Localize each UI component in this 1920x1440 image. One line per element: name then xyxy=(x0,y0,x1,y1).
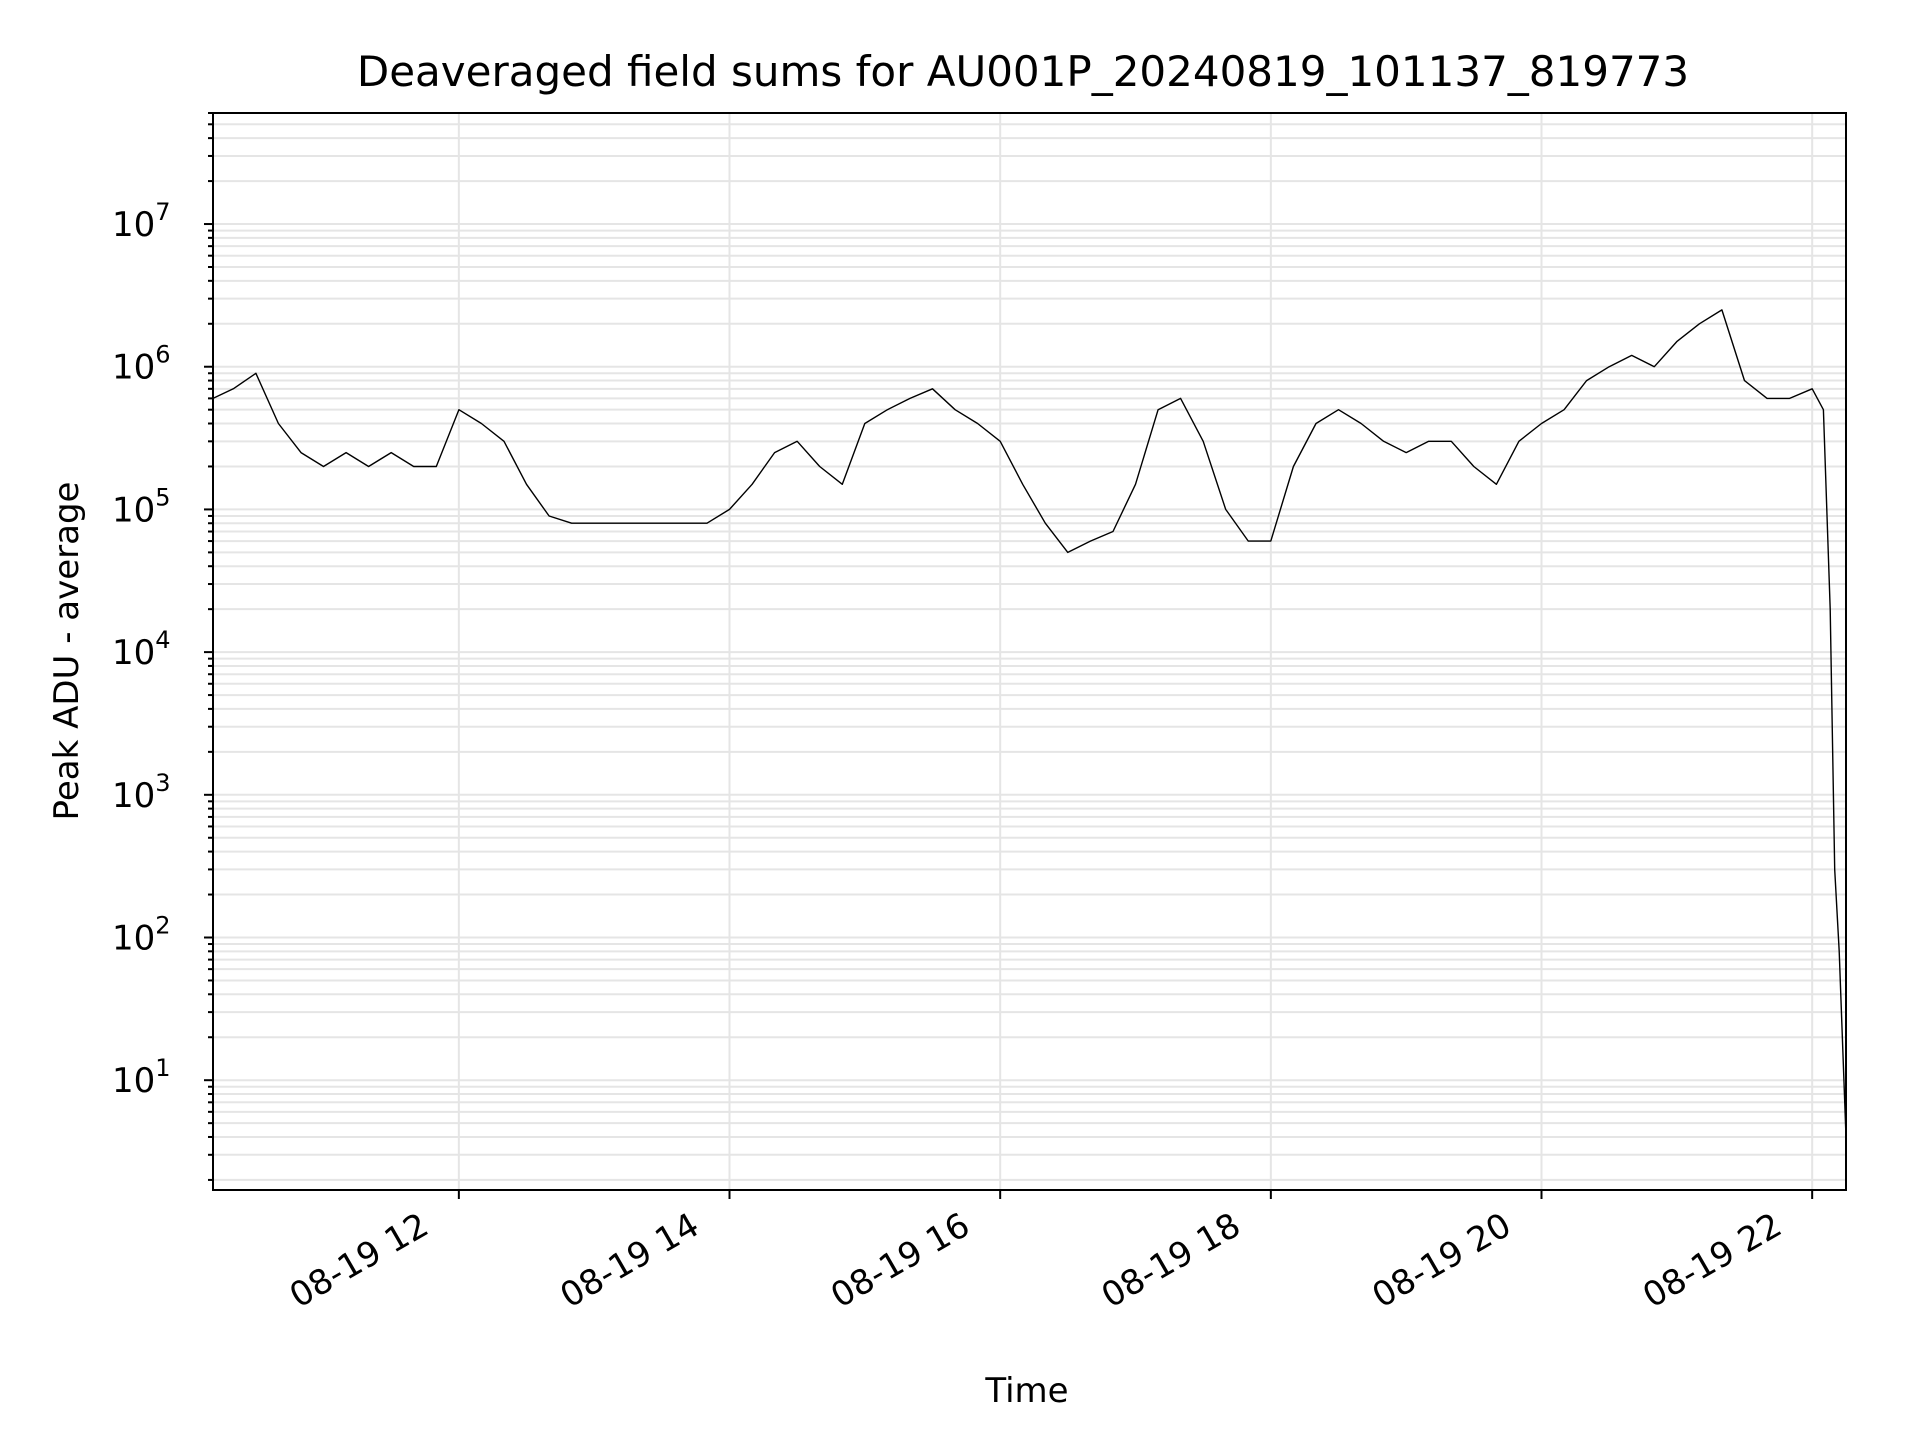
y-tick-label: 101 xyxy=(112,1054,171,1101)
y-axis: 101 102 103 104 105 106 107 xyxy=(112,112,213,1181)
x-tick-label: 08-19 12 xyxy=(283,1205,435,1316)
y-tick-label: 102 xyxy=(112,911,171,958)
x-axis-label: Time xyxy=(984,1371,1068,1411)
x-tick-label: 08-19 22 xyxy=(1636,1205,1788,1316)
y-axis-label: Peak ADU - average xyxy=(47,482,87,821)
y-tick-label: 106 xyxy=(112,341,171,388)
y-tick-label: 105 xyxy=(112,483,171,530)
y-tick-label: 107 xyxy=(112,198,171,245)
chart-title: Deaveraged field sums for AU001P_2024081… xyxy=(357,47,1689,96)
x-axis: 08-19 12 08-19 14 08-19 16 08-19 18 08-19 20… xyxy=(283,1190,1814,1316)
x-tick-label: 08-19 18 xyxy=(1095,1205,1247,1316)
x-tick-label: 08-19 14 xyxy=(554,1205,706,1316)
x-tick-label: 08-19 20 xyxy=(1366,1205,1518,1316)
y-tick-label: 103 xyxy=(112,769,171,816)
grid xyxy=(213,112,1846,1190)
y-tick-label: 104 xyxy=(112,626,171,673)
x-tick-label: 08-19 16 xyxy=(824,1205,976,1316)
series-line xyxy=(212,309,1847,1138)
